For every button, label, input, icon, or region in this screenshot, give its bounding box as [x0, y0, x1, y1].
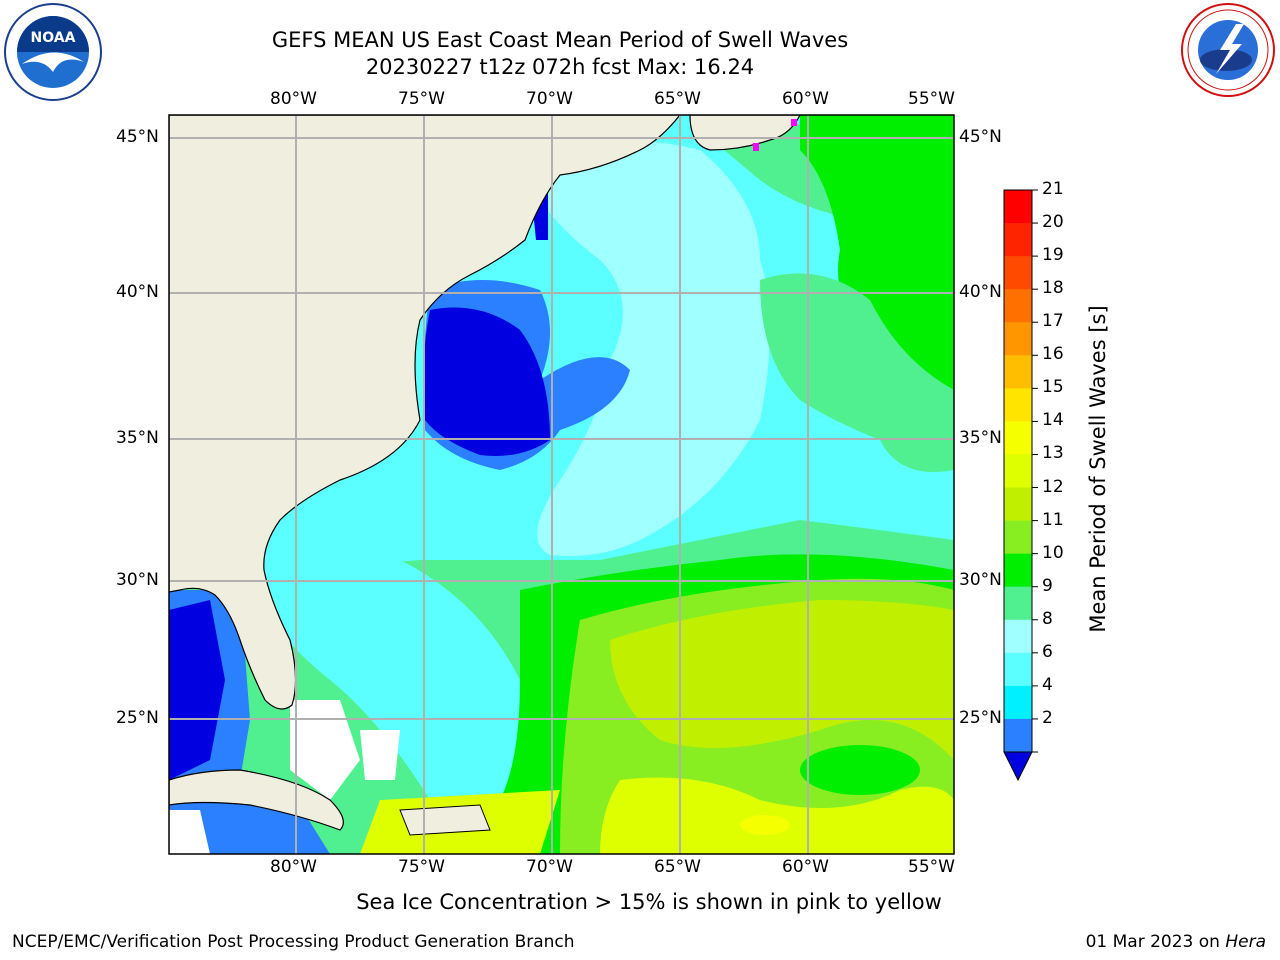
nws-logo-icon	[1181, 3, 1275, 97]
colorbar-segment	[1004, 190, 1032, 224]
field-lightcyan-north	[537, 140, 770, 556]
lon-tick-bottom: 70°W	[526, 857, 573, 877]
field-green-patch	[800, 745, 920, 795]
colorbar-tick-label: 6	[1042, 641, 1053, 662]
map-frame	[168, 114, 955, 855]
colorbar-segment	[1004, 421, 1032, 455]
colorbar-tick-label: 2	[1042, 707, 1053, 728]
colorbar-tick-label: 21	[1042, 179, 1064, 199]
colorbar-tick-label: 15	[1042, 377, 1064, 398]
lat-tick-right: 35°N	[959, 428, 1002, 448]
lat-tick-left: 30°N	[116, 570, 159, 590]
colorbar-segment	[1004, 685, 1032, 720]
colorbar-tick-label: 18	[1042, 278, 1064, 299]
colorbar-tick-label: 8	[1042, 608, 1053, 629]
lat-tick-left: 25°N	[116, 708, 159, 728]
colorbar-segment	[1004, 454, 1032, 489]
lon-tick-top: 70°W	[526, 89, 573, 109]
lat-tick-right: 25°N	[959, 708, 1002, 728]
footer-date: 01 Mar 2023 on Hera	[1086, 932, 1266, 952]
lon-tick-bottom: 80°W	[270, 857, 317, 877]
lon-tick-top: 75°W	[398, 89, 445, 109]
colorbar-segment	[1004, 355, 1032, 389]
lon-tick-top: 80°W	[270, 89, 317, 109]
lon-tick-top: 60°W	[782, 89, 829, 109]
noaa-logo-text: NOAA	[31, 30, 76, 46]
colorbar-segment	[1004, 553, 1032, 588]
colorbar-tick-label: 13	[1042, 443, 1064, 464]
footer-branch: NCEP/EMC/Verification Post Processing Pr…	[12, 932, 575, 952]
colorbar-tick-label: 17	[1042, 311, 1064, 332]
colorbar-segment	[1004, 322, 1032, 356]
lon-tick-top: 55°W	[908, 89, 955, 109]
colorbar-segment	[1004, 487, 1032, 522]
colorbar-segment	[1004, 619, 1032, 654]
colorbar-segment	[1004, 652, 1032, 687]
colorbar-underflow-arrow	[1003, 751, 1033, 782]
lat-tick-left: 35°N	[116, 428, 159, 448]
lon-tick-bottom: 65°W	[654, 857, 701, 877]
colorbar-tick-label: 14	[1042, 410, 1064, 431]
chart-title-line1: GEFS MEAN US East Coast Mean Period of S…	[271, 28, 849, 52]
field-darkblue-gulf	[169, 600, 225, 780]
lat-tick-right: 40°N	[959, 282, 1002, 302]
colorbar-segment	[1004, 256, 1032, 290]
noaa-logo-icon: NOAA	[4, 3, 102, 101]
field-yellow-south	[600, 777, 954, 854]
colorbar	[1003, 189, 1038, 753]
field-darkblue-gulfstream	[423, 307, 550, 456]
sea-ice-marker	[791, 119, 797, 126]
colorbar-segment	[1004, 586, 1032, 621]
lat-tick-right: 30°N	[959, 570, 1002, 590]
land-hispaniola	[399, 804, 491, 836]
chart-title-line2: 20230227 t12z 072h fcst Max: 16.24	[365, 55, 755, 79]
colorbar-segment	[1004, 388, 1032, 422]
map-fields	[169, 115, 954, 854]
colorbar-tick-label: 9	[1042, 575, 1053, 596]
land-nova-scotia	[689, 115, 801, 151]
sea-ice-note: Sea Ice Concentration > 15% is shown in …	[356, 890, 942, 914]
colorbar-tick-label: 10	[1042, 542, 1064, 563]
colorbar-tick-label: 20	[1042, 212, 1064, 233]
field-nodata-bahamas	[290, 700, 360, 800]
colorbar-tick-label: 16	[1042, 344, 1064, 365]
footer-machine: Hera	[1225, 932, 1266, 952]
field-green-ne	[800, 115, 954, 390]
field-cyan-bahamas	[260, 550, 520, 800]
lat-tick-right: 45°N	[959, 127, 1002, 147]
field-nodata-bahamas2	[360, 730, 400, 780]
lon-tick-top: 65°W	[654, 89, 701, 109]
colorbar-tick-label: 12	[1042, 476, 1064, 497]
colorbar-segment	[1004, 718, 1032, 753]
field-nodata-cuba	[169, 810, 210, 854]
colorbar-tick-label: 19	[1042, 245, 1064, 266]
colorbar-segment	[1004, 223, 1032, 257]
land-cuba	[169, 769, 344, 831]
lat-tick-left: 40°N	[116, 282, 159, 302]
lat-tick-left: 45°N	[116, 127, 159, 147]
lon-tick-bottom: 55°W	[908, 857, 955, 877]
colorbar-segment	[1004, 289, 1032, 323]
colorbar-segment	[1004, 520, 1032, 555]
lon-tick-bottom: 60°W	[782, 857, 829, 877]
lon-tick-bottom: 75°W	[398, 857, 445, 877]
field-max-patch	[740, 815, 790, 835]
colorbar-tick-label: 4	[1042, 674, 1053, 695]
map-gridlines	[169, 115, 954, 854]
colorbar-label: Mean Period of Swell Waves [s]	[1086, 305, 1110, 633]
sea-ice-marker	[753, 143, 759, 151]
footer-date-text: 01 Mar 2023 on	[1085, 932, 1226, 952]
colorbar-tick-label: 11	[1042, 509, 1064, 530]
